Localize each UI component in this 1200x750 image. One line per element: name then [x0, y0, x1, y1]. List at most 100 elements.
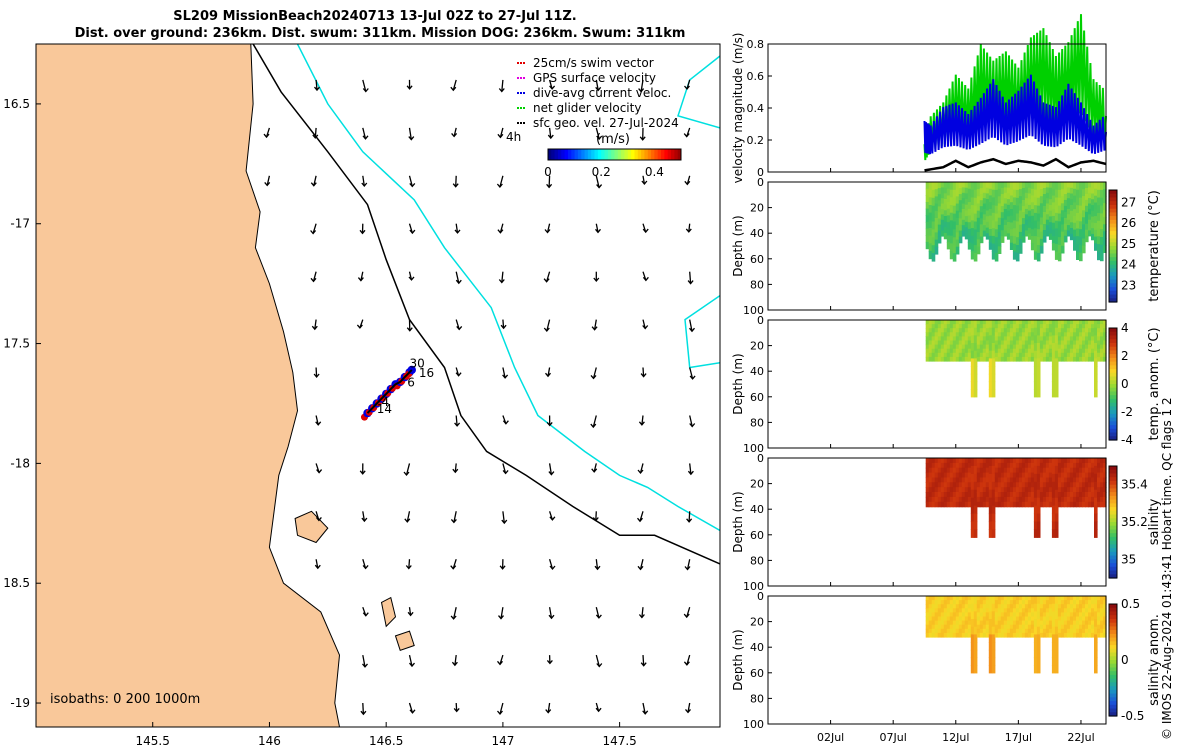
heatmap-cell [961, 472, 966, 479]
heatmap-cell [1066, 187, 1071, 194]
heatmap-cell [958, 596, 963, 601]
heatmap-cell [928, 462, 933, 469]
heatmap-cell [1042, 492, 1047, 498]
geo-vector-shaft [455, 702, 458, 712]
heatmap-cell [1039, 340, 1044, 346]
heatmap-cell [955, 482, 960, 488]
heatmap-cell [934, 232, 939, 241]
heatmap-cell [1073, 482, 1077, 488]
heatmap-cell [1015, 492, 1020, 498]
heatmap-cell [1057, 320, 1062, 325]
heatmap-cell [982, 458, 987, 464]
heatmap-cell [1063, 482, 1068, 488]
heatmap-cell [1003, 600, 1008, 605]
heatmap-cell [1076, 604, 1080, 609]
heatmap-cell [1000, 624, 1005, 630]
heatmap-cell [934, 624, 939, 630]
heatmap-cell [1033, 505, 1038, 515]
heatmap-cell [1060, 482, 1065, 488]
heatmap-cell [1048, 496, 1053, 503]
heatmap-cell [1024, 356, 1029, 362]
heatmap-cell [931, 632, 936, 638]
heatmap-cell [1036, 197, 1041, 207]
heatmap-cell [979, 501, 984, 508]
geo-vector-head [543, 278, 550, 283]
heatmap-cell [1057, 496, 1062, 503]
geo-vector-head [638, 614, 645, 619]
heatmap-cell [1100, 596, 1104, 601]
heatmap-cell [1079, 344, 1083, 350]
heatmap-cell [1091, 222, 1095, 229]
heatmap-cell [985, 608, 990, 613]
heatmap-cell [1054, 626, 1059, 635]
heatmap-cell [937, 612, 942, 618]
heatmap-cell [1085, 188, 1089, 195]
geo-vector-head [310, 277, 317, 283]
geo-vector-head [450, 518, 457, 524]
heatmap-cell [991, 626, 996, 635]
heatmap-cell [985, 596, 990, 601]
heatmap-cell [1021, 496, 1026, 503]
heatmap-cell [1045, 348, 1050, 354]
heatmap-cell [931, 624, 936, 630]
heatmap-cell [1018, 328, 1023, 333]
colorbar-cell [1109, 604, 1117, 609]
heatmap-cell [1018, 628, 1023, 634]
heatmap-cell [973, 182, 978, 191]
heatmap-cell [982, 182, 987, 188]
heatmap-cell [1088, 501, 1092, 508]
heatmap-cell [961, 214, 966, 221]
heatmap-cell [1015, 467, 1020, 474]
heatmap-cell [1024, 632, 1029, 638]
heatmap-cell [946, 496, 951, 503]
geo-vector-shaft [362, 702, 365, 715]
heatmap-cell [931, 332, 936, 337]
heatmap-cell [931, 328, 936, 333]
heatmap-cell [1085, 320, 1089, 325]
heatmap-cell [1021, 612, 1026, 618]
heatmap-cell [1015, 328, 1020, 333]
heatmap-cell [979, 596, 984, 601]
heatmap-cell [1097, 492, 1101, 498]
heatmap-cell [997, 604, 1002, 609]
heatmap-cell [1100, 472, 1104, 479]
heatmap-cell [1054, 197, 1059, 206]
geo-vector-head [596, 663, 603, 668]
colorbar-cell [1109, 484, 1117, 489]
colorbar-cell [1109, 436, 1117, 441]
heatmap-cell [1048, 222, 1053, 229]
heatmap-cell [1036, 642, 1041, 651]
title-line-2: Dist. over ground: 236km. Dist. swum: 31… [74, 26, 686, 41]
heatmap-cell [1073, 209, 1077, 217]
heatmap-cell [1048, 477, 1053, 483]
heatmap-cell [988, 229, 993, 237]
heatmap-cell [949, 344, 954, 350]
heatmap-cell [988, 182, 993, 190]
heatmap-cell [994, 324, 999, 329]
heatmap-cell [1024, 348, 1029, 354]
heatmap-cell [1000, 492, 1005, 498]
heatmap-cell [1103, 608, 1107, 613]
heatmap-cell [1057, 608, 1062, 613]
heatmap-cell [1030, 472, 1035, 479]
heatmap-cell [1060, 600, 1065, 605]
geo-vector-shaft [547, 702, 551, 713]
heatmap-cell [940, 344, 945, 350]
panel-y-tick-label: 40 [750, 641, 764, 654]
heatmap-cell [1003, 482, 1008, 488]
heatmap-cell [1100, 612, 1104, 618]
heatmap-cell [1085, 344, 1089, 350]
heatmap-cell [946, 202, 951, 210]
heatmap-cell [1003, 628, 1008, 634]
heatmap-cell [961, 332, 966, 337]
heatmap-cell [943, 344, 948, 350]
heatmap-cell [1015, 620, 1020, 626]
colorbar-cell [1109, 615, 1117, 620]
heatmap-cell [973, 481, 978, 491]
heatmap-cell [1009, 328, 1014, 333]
heatmap-cell [1027, 328, 1032, 333]
heatmap-cell [1018, 336, 1023, 342]
heatmap-cell [1082, 348, 1086, 354]
heatmap-cell [1042, 344, 1047, 350]
heatmap-cell [946, 328, 951, 333]
